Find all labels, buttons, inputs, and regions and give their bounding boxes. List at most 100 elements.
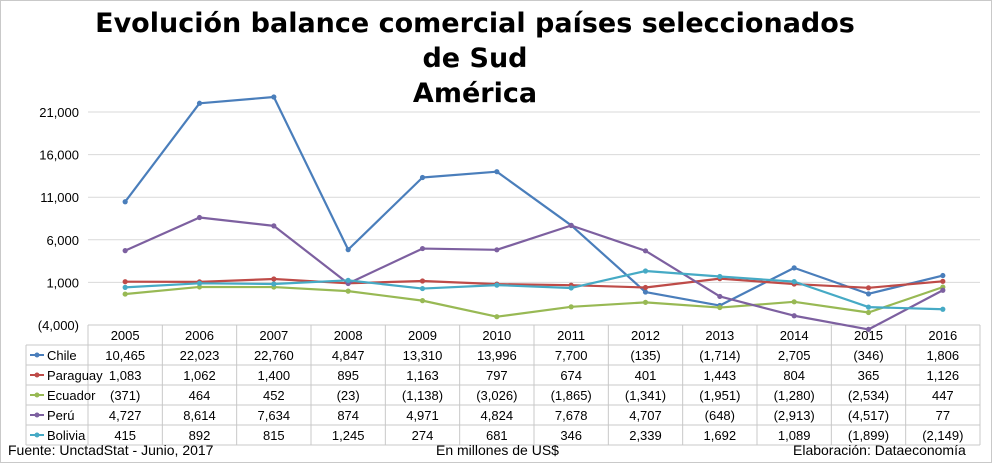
data-point [122, 291, 128, 297]
table-cell-value: 4,727 [109, 408, 142, 423]
table-cell-value: 401 [635, 368, 657, 383]
data-point [419, 278, 426, 284]
table-cell-value: 1,083 [109, 368, 142, 383]
x-category-label: 2011 [557, 328, 585, 343]
table-cell-value: 2,339 [629, 428, 662, 443]
table-cell-value: 447 [932, 388, 954, 403]
table-cell-value: 415 [114, 428, 136, 443]
table-cell-value: 1,245 [332, 428, 365, 443]
y-tick-label: 1,000 [46, 275, 79, 290]
data-point [568, 222, 574, 229]
data-point [568, 285, 574, 291]
table-cell-value: 1,163 [406, 368, 439, 383]
data-point [791, 299, 797, 305]
table-cell-value: (648) [705, 408, 735, 423]
legend-key-marker [34, 432, 40, 438]
legend-series-name: Chile [47, 348, 77, 363]
table-cell-value: (4,517) [848, 408, 889, 423]
data-point [494, 247, 500, 253]
data-point [196, 284, 203, 290]
data-point [419, 174, 426, 181]
table-cell-value: 892 [189, 428, 211, 443]
data-point [271, 94, 277, 100]
table-cell-value: 77 [936, 408, 950, 423]
legend-key-marker [34, 352, 40, 358]
data-point [940, 278, 946, 284]
table-cell-value: 674 [560, 368, 582, 383]
table-cell-value: 815 [263, 428, 285, 443]
table-cell-value: (1,865) [551, 388, 592, 403]
data-point [791, 279, 797, 285]
data-point [122, 279, 128, 285]
table-cell-value: 464 [189, 388, 211, 403]
data-point [568, 304, 574, 310]
table-cell-value: (135) [630, 348, 660, 363]
table-cell-value: (1,138) [402, 388, 443, 403]
data-point [494, 169, 500, 175]
data-point [345, 277, 351, 283]
table-cell-value: 1,089 [778, 428, 811, 443]
x-category-label: 2012 [631, 328, 660, 343]
series-line-chile [124, 95, 944, 307]
data-point [494, 282, 500, 288]
table-cell-value: (2,534) [848, 388, 889, 403]
table-cell-value: 1,806 [927, 348, 960, 363]
table-cell-value: (23) [337, 388, 360, 403]
data-point [865, 285, 872, 291]
table-cell-value: 7,700 [555, 348, 588, 363]
data-point [865, 291, 872, 297]
table-cell-value: (1,899) [848, 428, 889, 443]
legend-key-marker [34, 372, 40, 378]
legend-series-name: Paraguay [47, 368, 103, 383]
legend-series-name: Perú [47, 408, 74, 423]
series-line-bolivia [125, 269, 943, 311]
table-cell-value: 4,971 [406, 408, 439, 423]
legend-series-name: Ecuador [47, 388, 96, 403]
chart-title: Evolución balance comercial países selec… [80, 6, 870, 111]
series-line-paraguay [125, 277, 943, 289]
data-point [642, 248, 649, 254]
table-cell-value: 7,678 [555, 408, 588, 423]
data-point [196, 100, 203, 106]
data-point [642, 299, 649, 305]
data-point [717, 293, 723, 300]
data-point [122, 248, 128, 254]
table-cell-value: 4,847 [332, 348, 365, 363]
data-point [940, 306, 946, 312]
data-point [271, 276, 277, 282]
table-cell-value: 4,824 [481, 408, 514, 423]
data-point [865, 326, 872, 333]
data-point [865, 304, 872, 310]
chart-title-line-2: América [412, 78, 538, 109]
x-category-label: 2014 [780, 328, 809, 343]
table-cell-value: 10,465 [105, 348, 145, 363]
table-cell-value: 1,126 [927, 368, 960, 383]
y-tick-label: 6,000 [46, 233, 79, 248]
x-category-label: 2008 [334, 328, 363, 343]
y-tick-label: 16,000 [39, 148, 79, 163]
data-point [419, 298, 426, 304]
data-point [271, 281, 277, 287]
data-point [345, 288, 351, 294]
table-cell-value: 895 [337, 368, 359, 383]
footer-source: Fuente: UnctadStat - Junio, 2017 [8, 442, 214, 458]
x-category-label: 2006 [185, 328, 214, 343]
data-point [791, 313, 797, 319]
data-point [122, 284, 128, 290]
data-point [196, 280, 203, 286]
data-point [940, 272, 946, 279]
table-cell-value: (1,341) [625, 388, 666, 403]
footer-credit: Elaboración: Dataeconomía [793, 442, 966, 458]
data-point [271, 223, 277, 229]
data-point [717, 273, 723, 280]
data-point [196, 214, 203, 221]
table-cell-value: 874 [337, 408, 359, 423]
table-cell-value: 346 [560, 428, 582, 443]
legend-series-name: Bolivia [47, 428, 86, 443]
x-category-label: 2009 [408, 328, 437, 343]
table-cell-value: (2,913) [774, 408, 815, 423]
data-point [642, 268, 649, 274]
table-cell-value: 681 [486, 428, 508, 443]
table-cell-value: 8,614 [183, 408, 216, 423]
table-cell-value: (1,280) [774, 388, 815, 403]
